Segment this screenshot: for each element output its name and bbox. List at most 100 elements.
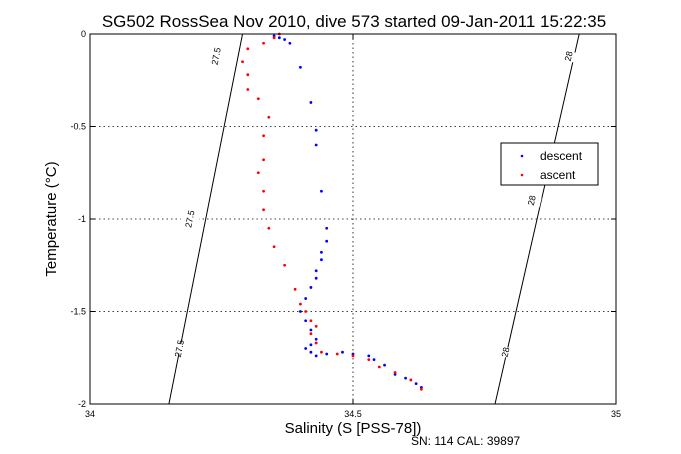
ascent-point-6 bbox=[246, 88, 250, 91]
serial-calibration-footer: SN: 114 CAL: 39897 bbox=[411, 434, 521, 448]
ascent-point-10 bbox=[262, 158, 265, 162]
descent-point-33 bbox=[414, 382, 418, 386]
contour-label-1-1: 28 bbox=[526, 195, 538, 207]
ascent-point-22 bbox=[309, 332, 313, 336]
ascent-point-11 bbox=[256, 171, 260, 175]
descent-point-11 bbox=[320, 250, 323, 254]
descent-point-1 bbox=[277, 36, 281, 40]
contour-label-1-0: 28 bbox=[500, 346, 512, 358]
x-tick-label-1: 34.5 bbox=[344, 409, 362, 419]
legend-marker-ascent bbox=[520, 173, 524, 177]
ascent-point-24 bbox=[320, 350, 323, 354]
ascent-point-21 bbox=[314, 324, 318, 328]
descent-point-30 bbox=[383, 363, 386, 367]
x-tick-label-0: 34 bbox=[85, 409, 95, 419]
x-axis-label: Salinity (S [PSS-78]) bbox=[285, 420, 422, 437]
ascent-point-14 bbox=[267, 226, 271, 230]
descent-point-20 bbox=[314, 337, 318, 341]
ascent-point-17 bbox=[293, 287, 297, 291]
descent-point-21 bbox=[309, 343, 313, 347]
descent-point-14 bbox=[314, 276, 318, 280]
ascent-point-8 bbox=[267, 115, 271, 119]
ascent-point-9 bbox=[262, 134, 265, 138]
ascent-point-12 bbox=[262, 189, 265, 193]
y-tick-label-2: -1 bbox=[78, 214, 86, 224]
chart-title: SG502 RossSea Nov 2010, dive 573 started… bbox=[102, 12, 606, 31]
ascent-point-1 bbox=[272, 36, 276, 40]
contour-label-0-1: 27.5 bbox=[183, 209, 196, 228]
ascent-point-4 bbox=[241, 60, 244, 64]
plot-area: 27.5 27.5 27.5 28 28 28 34 34.5 35 -2 -1.5 -1 -0.5 0 bbox=[70, 29, 621, 419]
descent-point-6 bbox=[314, 128, 318, 132]
ascent-point-27 bbox=[367, 358, 371, 361]
descent-point-2 bbox=[283, 38, 287, 41]
contour-line-1 bbox=[494, 33, 580, 405]
ascent-point-5 bbox=[246, 73, 250, 77]
ascent-point-30 bbox=[409, 378, 413, 382]
descent-point-10 bbox=[325, 239, 329, 243]
descent-point-22 bbox=[304, 347, 308, 350]
ascent-point-16 bbox=[283, 263, 287, 267]
descent-point-15 bbox=[309, 286, 313, 289]
data-series bbox=[241, 32, 423, 391]
legend: descent ascent bbox=[500, 142, 599, 186]
ascent-point-25 bbox=[335, 352, 339, 356]
y-tick-label-4: 0 bbox=[81, 29, 86, 39]
series-ascent bbox=[241, 32, 423, 391]
ascent-point-3 bbox=[246, 47, 250, 51]
ascent-point-15 bbox=[272, 245, 276, 249]
contour-label-0-0: 27.5 bbox=[173, 339, 186, 358]
descent-point-5 bbox=[309, 101, 313, 104]
descent-point-4 bbox=[299, 65, 302, 69]
descent-point-26 bbox=[341, 350, 344, 354]
legend-label-descent: descent bbox=[540, 149, 583, 163]
ascent-point-31 bbox=[419, 387, 423, 391]
y-tick-label-0: -2 bbox=[78, 399, 86, 409]
descent-point-25 bbox=[325, 352, 329, 356]
descent-point-29 bbox=[372, 358, 376, 361]
series-descent bbox=[272, 34, 423, 389]
descent-point-32 bbox=[404, 376, 407, 380]
descent-point-12 bbox=[320, 258, 323, 262]
descent-point-18 bbox=[304, 319, 308, 323]
ascent-point-18 bbox=[299, 302, 302, 306]
descent-point-17 bbox=[299, 310, 302, 313]
grid-lines bbox=[90, 34, 616, 404]
contour-label-1-2: 28 bbox=[563, 50, 575, 62]
descent-point-9 bbox=[325, 226, 329, 230]
ascent-point-2 bbox=[262, 41, 265, 45]
descent-point-8 bbox=[320, 189, 323, 193]
contour-label-0-2: 27.5 bbox=[210, 47, 223, 66]
descent-point-24 bbox=[314, 354, 318, 358]
ascent-point-20 bbox=[309, 319, 313, 323]
descent-point-16 bbox=[304, 297, 308, 300]
ascent-point-28 bbox=[377, 365, 381, 369]
contour-label-mask-1-0 bbox=[495, 345, 516, 360]
legend-marker-descent bbox=[520, 154, 524, 158]
ascent-point-23 bbox=[314, 341, 318, 345]
y-tick-label-3: -0.5 bbox=[70, 122, 86, 132]
y-axis-label: Temperature (°C) bbox=[43, 161, 60, 276]
axis-ticks: 34 34.5 35 -2 -1.5 -1 -0.5 0 bbox=[70, 29, 621, 419]
x-tick-label-2: 35 bbox=[611, 409, 621, 419]
descent-point-28 bbox=[367, 354, 371, 358]
descent-point-3 bbox=[288, 41, 292, 45]
ascent-point-7 bbox=[256, 97, 260, 101]
contour-label-mask-1-2 bbox=[558, 49, 579, 64]
contour-label-mask-0-0 bbox=[169, 341, 190, 356]
contour-line-0 bbox=[168, 33, 244, 405]
ascent-point-13 bbox=[262, 208, 265, 212]
legend-label-ascent: ascent bbox=[540, 168, 576, 182]
ascent-point-26 bbox=[351, 354, 355, 358]
descent-point-23 bbox=[309, 350, 313, 354]
descent-point-19 bbox=[309, 328, 313, 332]
density-contours: 27.5 27.5 27.5 28 28 28 bbox=[168, 33, 580, 405]
contour-label-mask-1-1 bbox=[521, 193, 542, 208]
descent-point-7 bbox=[314, 143, 318, 147]
contour-label-mask-0-1 bbox=[180, 212, 200, 226]
ascent-point-29 bbox=[393, 371, 397, 374]
descent-point-13 bbox=[314, 269, 318, 273]
contour-label-mask-0-2 bbox=[206, 49, 227, 63]
y-tick-label-1: -1.5 bbox=[70, 307, 86, 317]
